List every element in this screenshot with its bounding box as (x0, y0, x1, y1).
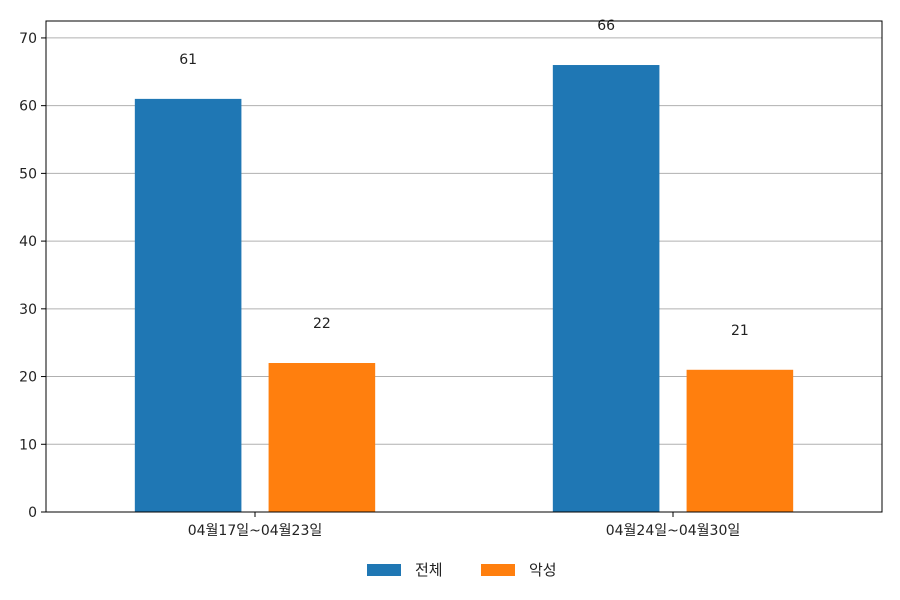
plot-area-frame (45, 20, 883, 513)
legend-swatch-0 (367, 564, 401, 576)
bar-악성-0 (268, 363, 376, 512)
legend-label: 전체 (415, 561, 443, 579)
x-axis: 04월17일~04월23일 04월24일~04월30일 (188, 512, 741, 539)
data-label: 66 (597, 18, 615, 34)
y-tick-label: 30 (19, 302, 37, 318)
y-tick-label: 20 (19, 370, 37, 386)
y-tick-label: 10 (19, 437, 37, 453)
y-axis: 0 10 20 30 40 50 60 70 (19, 31, 46, 521)
x-tick-label: 04월17일~04월23일 (188, 523, 323, 539)
data-label: 21 (731, 323, 749, 339)
bar-악성-1 (686, 369, 794, 512)
data-label: 61 (179, 52, 197, 68)
bar-전체-0 (134, 98, 242, 513)
bars (134, 65, 794, 513)
bar-전체-1 (552, 65, 660, 512)
legend-label: 악성 (529, 561, 557, 579)
y-tick-label: 0 (28, 505, 37, 521)
y-tick-label: 40 (19, 234, 37, 250)
y-tick-label: 60 (19, 99, 37, 115)
y-tick-label: 70 (19, 31, 37, 47)
legend: 전체 악성 (367, 561, 557, 579)
legend-swatch-1 (481, 564, 515, 576)
x-tick-label: 04월24일~04월30일 (606, 523, 741, 539)
data-labels: 61 22 66 21 (179, 18, 749, 339)
data-label: 22 (313, 316, 331, 332)
y-tick-label: 50 (19, 166, 37, 182)
